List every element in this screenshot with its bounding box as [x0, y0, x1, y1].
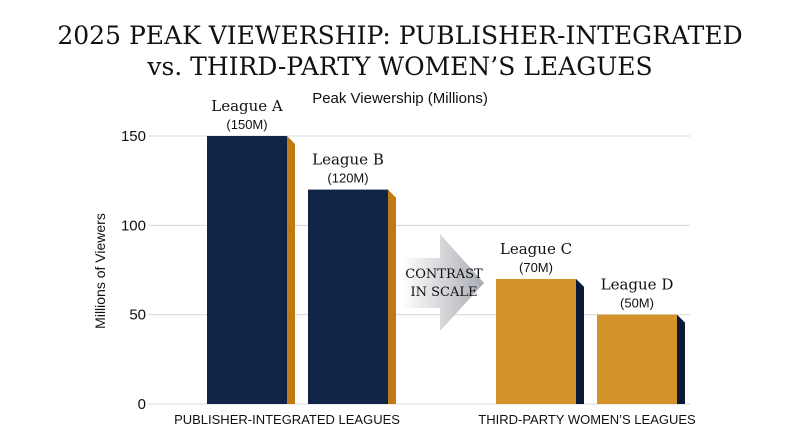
bar-value-label: (50M) — [620, 296, 654, 311]
bar-front — [496, 278, 576, 404]
group-label-publisher: PUBLISHER-INTEGRATED LEAGUES — [174, 412, 400, 427]
bar-league-a: League A (150M) — [207, 97, 295, 404]
contrast-annotation-line1: CONTRAST — [405, 267, 483, 282]
group-label-third-party: THIRD-PARTY WOMEN’S LEAGUES — [478, 412, 696, 427]
bar-value-label: (150M) — [226, 117, 267, 132]
y-tick-label: 150 — [121, 128, 146, 145]
y-tick-label: 0 — [138, 396, 146, 413]
bar-name-label: League B — [312, 151, 384, 169]
y-axis-ticks: 0 50 100 150 — [121, 128, 146, 413]
bar-league-d: League D (50M) — [597, 276, 685, 404]
bar-side — [576, 278, 584, 404]
bar-value-label: (120M) — [327, 171, 368, 186]
group-labels: PUBLISHER-INTEGRATED LEAGUES THIRD-PARTY … — [174, 412, 696, 427]
contrast-annotation-line2: IN SCALE — [410, 285, 477, 300]
bar-front — [308, 189, 388, 404]
contrast-arrow-shape — [402, 234, 484, 331]
bar-name-label: League A — [211, 97, 283, 115]
y-tick-label: 50 — [129, 307, 146, 324]
bar-side — [287, 136, 295, 404]
bar-value-label: (70M) — [519, 260, 553, 275]
bar-name-label: League D — [601, 276, 674, 294]
bar-league-b: League B (120M) — [308, 151, 396, 404]
contrast-arrow: CONTRAST IN SCALE — [402, 234, 484, 331]
bar-front — [597, 314, 677, 404]
chart-subtitle: Peak Viewership (Millions) — [312, 90, 488, 107]
y-tick-label: 100 — [121, 217, 146, 234]
y-axis-label: Millions of Viewers — [92, 213, 108, 329]
bar-league-c: League C (70M) — [496, 240, 584, 404]
chart-title-line1: 2025 PEAK VIEWERSHIP: PUBLISHER-INTEGRAT… — [57, 21, 742, 50]
bar-side — [677, 314, 685, 404]
bars: League A (150M) League B (120M) League C (70M… — [207, 97, 685, 404]
bar-side — [388, 189, 396, 404]
bar-name-label: League C — [500, 240, 572, 258]
bar-front — [207, 136, 287, 404]
chart-title-line2: vs. THIRD-PARTY WOMEN’S LEAGUES — [146, 52, 652, 81]
